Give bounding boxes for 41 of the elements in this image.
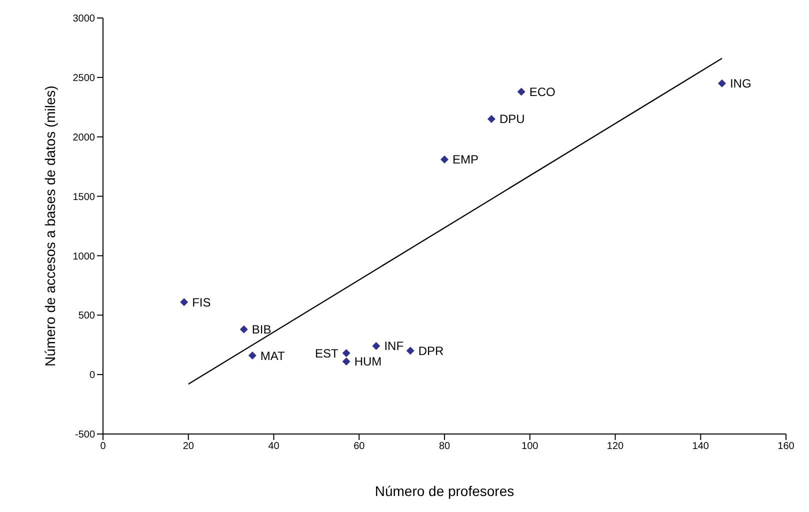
annotation: INF — [384, 339, 404, 354]
annotation: DPR — [418, 344, 444, 358]
x-tick-label: 120 — [606, 441, 624, 452]
y-tick-label: -500 — [74, 430, 96, 441]
point — [248, 352, 256, 360]
y-tick-label: 0 — [89, 370, 96, 382]
x-tick-label: 140 — [692, 441, 710, 452]
annotation: HUM — [354, 354, 382, 369]
point — [487, 115, 496, 124]
point — [342, 349, 350, 358]
annotation: EMP — [452, 152, 479, 167]
y-tick-label: 1000 — [72, 251, 96, 262]
annotation: MAT — [260, 348, 286, 363]
x-tick-label: 0 — [100, 441, 106, 452]
x-tick-label: 40 — [268, 441, 280, 452]
y-axis-title: Número de accesos a bases de datos (miles) — [42, 86, 58, 366]
point — [718, 79, 726, 88]
y-tick-label: 2500 — [72, 72, 96, 84]
y-tick-label: 500 — [78, 310, 96, 322]
point — [517, 88, 526, 96]
x-tick-label: 60 — [354, 441, 366, 452]
y-tick-label: 1500 — [72, 192, 96, 203]
point — [372, 342, 380, 350]
y-tick-label: 2000 — [72, 132, 96, 144]
x-tick-label: 80 — [438, 441, 450, 452]
annotation: ING — [730, 76, 752, 91]
annotation: FIS — [192, 295, 211, 310]
x-tick-label: 20 — [182, 441, 194, 452]
annotation: EST — [314, 346, 339, 360]
point — [406, 346, 414, 355]
annotation: BIB — [252, 322, 272, 337]
x-tick-label: 160 — [778, 441, 795, 452]
x-tick-label: 100 — [522, 441, 539, 452]
point — [342, 357, 350, 366]
point — [240, 325, 248, 334]
point — [440, 155, 448, 164]
x-axis-title: Número de profesores — [374, 483, 514, 499]
annotation: DPU — [499, 112, 525, 126]
y-tick-label: 3000 — [72, 14, 96, 25]
point — [180, 298, 188, 306]
annotation: ECO — [529, 84, 556, 99]
